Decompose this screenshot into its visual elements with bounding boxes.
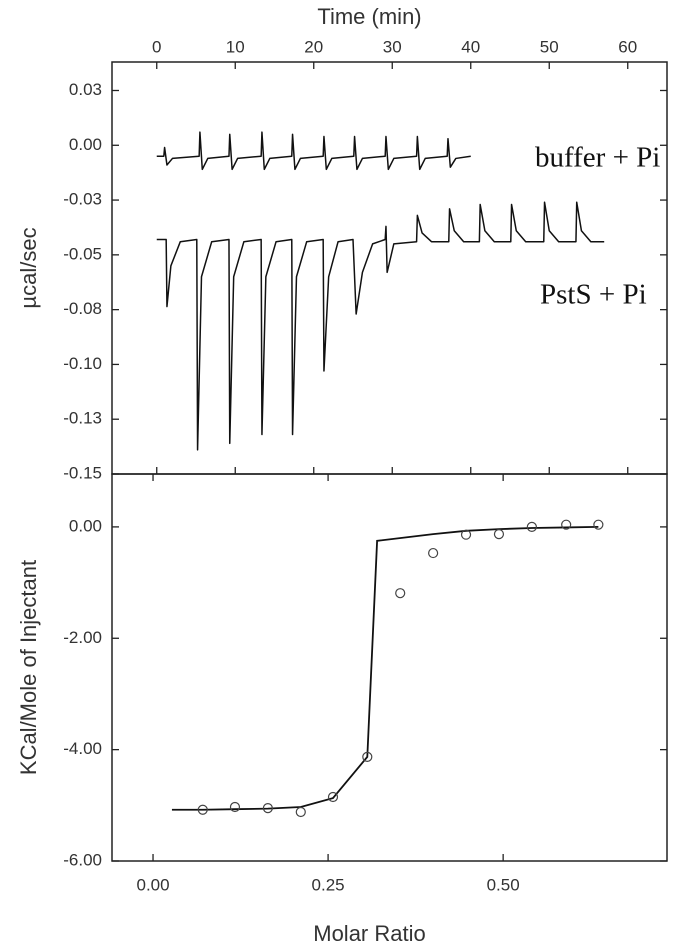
trace-line [156, 201, 605, 451]
x-tick-label: 0.25 [312, 875, 345, 894]
x-tick-label: 0 [152, 37, 161, 56]
x-tick-label: 0.00 [136, 875, 169, 894]
plot-frame [111, 61, 668, 475]
y-tick-label: -0.03 [63, 190, 102, 209]
data-point [561, 519, 572, 530]
y-tick-label: 0.00 [69, 135, 102, 154]
trace-line [156, 131, 471, 171]
y-tick-label: -0.15 [63, 463, 102, 482]
data-point [493, 529, 505, 540]
x-tick-label: 10 [226, 37, 245, 56]
y-tick-label: -0.13 [63, 409, 102, 428]
data-point [327, 791, 339, 803]
x-tick-label: 40 [461, 37, 480, 56]
fit-line [171, 526, 599, 811]
y-tick-label: -4.00 [63, 739, 102, 758]
data-point [460, 529, 472, 540]
annotation: buffer + Pi [535, 142, 660, 174]
y-tick-label: -0.05 [63, 244, 102, 263]
data-point [197, 804, 208, 815]
data-point [526, 521, 537, 532]
data-point [295, 806, 306, 818]
data-point [262, 803, 273, 814]
y-tick-label: -0.10 [63, 354, 102, 373]
y-tick-label: -0.08 [63, 299, 102, 318]
annotation: PstS + Pi [540, 279, 647, 311]
x-axis-title: Molar Ratio [313, 921, 425, 946]
data-point [593, 519, 604, 530]
data-point [229, 801, 241, 813]
y-axis-title: KCal/Mole of Injectant [16, 560, 41, 775]
x-axis-title: Time (min) [317, 4, 421, 29]
data-point [362, 751, 373, 762]
x-tick-label: 50 [540, 37, 559, 56]
x-tick-label: 0.50 [487, 875, 520, 894]
x-tick-label: 30 [383, 37, 402, 56]
y-tick-label: 0.03 [69, 80, 102, 99]
x-tick-label: 60 [618, 37, 637, 56]
x-tick-label: 20 [304, 37, 323, 56]
y-tick-label: -6.00 [63, 850, 102, 869]
y-axis-title: µcal/sec [16, 227, 41, 308]
plot-frame [111, 473, 668, 862]
data-point [428, 547, 439, 559]
y-tick-label: -2.00 [63, 628, 102, 647]
y-tick-label: 0.00 [69, 516, 102, 535]
data-point [395, 588, 406, 599]
